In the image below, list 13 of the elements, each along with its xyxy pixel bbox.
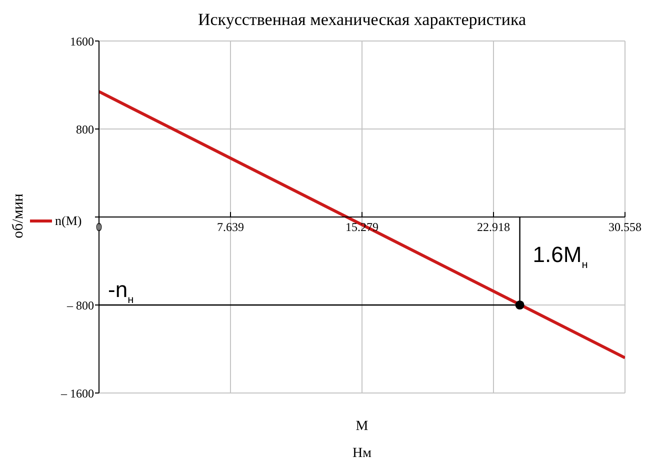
chart-title: Искусственная механическая характеристика <box>196 10 527 30</box>
x-tick-label: 30.558 <box>608 220 642 234</box>
ref-line-label: 1.6M$_{н}$ <box>532 242 588 271</box>
ref-line-label: -n$_{н}$ <box>108 277 134 306</box>
x-tick-label: 7.639 <box>216 220 244 234</box>
y-tick-label: 800 <box>76 122 94 136</box>
y-axis-title: об/мин <box>10 194 28 238</box>
legend-label: n(M) <box>55 213 82 228</box>
x-tick-label: 22.918 <box>476 220 510 234</box>
x-axis-title: M Нм <box>352 418 372 463</box>
y-tick-label: – 800 <box>66 298 94 312</box>
y-tick-label: 1600 <box>70 34 94 48</box>
y-tick-label: – 1600 <box>60 386 94 400</box>
